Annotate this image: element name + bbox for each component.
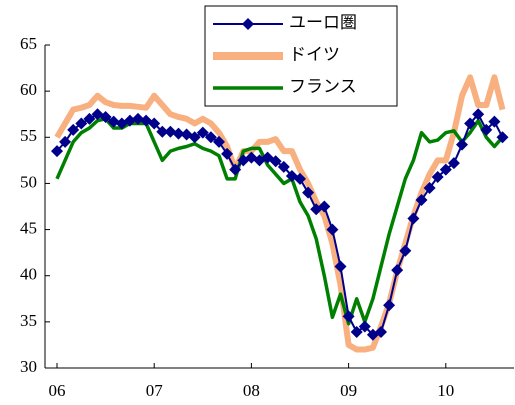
marker bbox=[383, 299, 396, 312]
x-tick-label: 07 bbox=[146, 381, 164, 400]
marker bbox=[480, 123, 493, 136]
marker bbox=[59, 135, 72, 148]
y-tick-label: 45 bbox=[20, 218, 37, 237]
marker bbox=[294, 172, 306, 185]
marker bbox=[447, 157, 460, 170]
marker bbox=[204, 131, 217, 144]
marker bbox=[172, 127, 185, 140]
marker bbox=[342, 310, 355, 323]
marker bbox=[51, 145, 63, 158]
marker bbox=[488, 115, 501, 128]
marker bbox=[496, 131, 509, 144]
marker bbox=[123, 114, 136, 127]
marker bbox=[399, 244, 412, 257]
marker bbox=[334, 260, 347, 273]
marker bbox=[439, 163, 452, 176]
marker bbox=[431, 170, 444, 183]
y-tick-label: 55 bbox=[20, 126, 37, 145]
marker bbox=[188, 131, 201, 144]
legend-label: ドイツ bbox=[289, 45, 340, 64]
marker bbox=[318, 200, 331, 213]
legend-marker bbox=[242, 18, 254, 30]
marker bbox=[164, 125, 177, 138]
marker bbox=[464, 117, 477, 130]
marker bbox=[132, 112, 144, 125]
marker bbox=[67, 123, 80, 136]
marker bbox=[407, 212, 420, 225]
marker bbox=[350, 326, 363, 339]
y-tick-label: 50 bbox=[20, 172, 37, 191]
marker bbox=[213, 135, 225, 148]
marker bbox=[358, 320, 371, 333]
marker bbox=[277, 160, 290, 173]
marker bbox=[221, 147, 234, 160]
y-tick-label: 40 bbox=[20, 265, 37, 284]
marker bbox=[375, 326, 387, 339]
y-tick-label: 60 bbox=[20, 80, 37, 99]
marker bbox=[156, 125, 169, 138]
marker bbox=[472, 108, 485, 121]
marker bbox=[229, 163, 242, 176]
marker bbox=[326, 223, 339, 236]
y-tick-label: 65 bbox=[20, 34, 37, 53]
marker bbox=[107, 115, 120, 128]
legend-label: フランス bbox=[289, 77, 357, 96]
marker bbox=[456, 138, 468, 151]
marker bbox=[196, 126, 209, 139]
marker bbox=[148, 117, 161, 130]
legend-label: ユーロ圏 bbox=[289, 13, 357, 32]
x-tick-label: 08 bbox=[243, 381, 260, 400]
x-tick-label: 10 bbox=[437, 381, 454, 400]
marker bbox=[302, 186, 315, 199]
marker bbox=[99, 110, 112, 123]
marker bbox=[423, 182, 436, 195]
marker bbox=[269, 155, 282, 168]
marker bbox=[83, 112, 96, 125]
series-line bbox=[54, 74, 506, 353]
x-tick-label: 06 bbox=[49, 381, 66, 400]
marker bbox=[391, 264, 404, 277]
marker bbox=[75, 117, 88, 130]
x-tick-label: 09 bbox=[340, 381, 357, 400]
y-tick-label: 35 bbox=[20, 311, 37, 330]
y-tick-label: 30 bbox=[20, 357, 37, 376]
marker bbox=[415, 194, 428, 207]
